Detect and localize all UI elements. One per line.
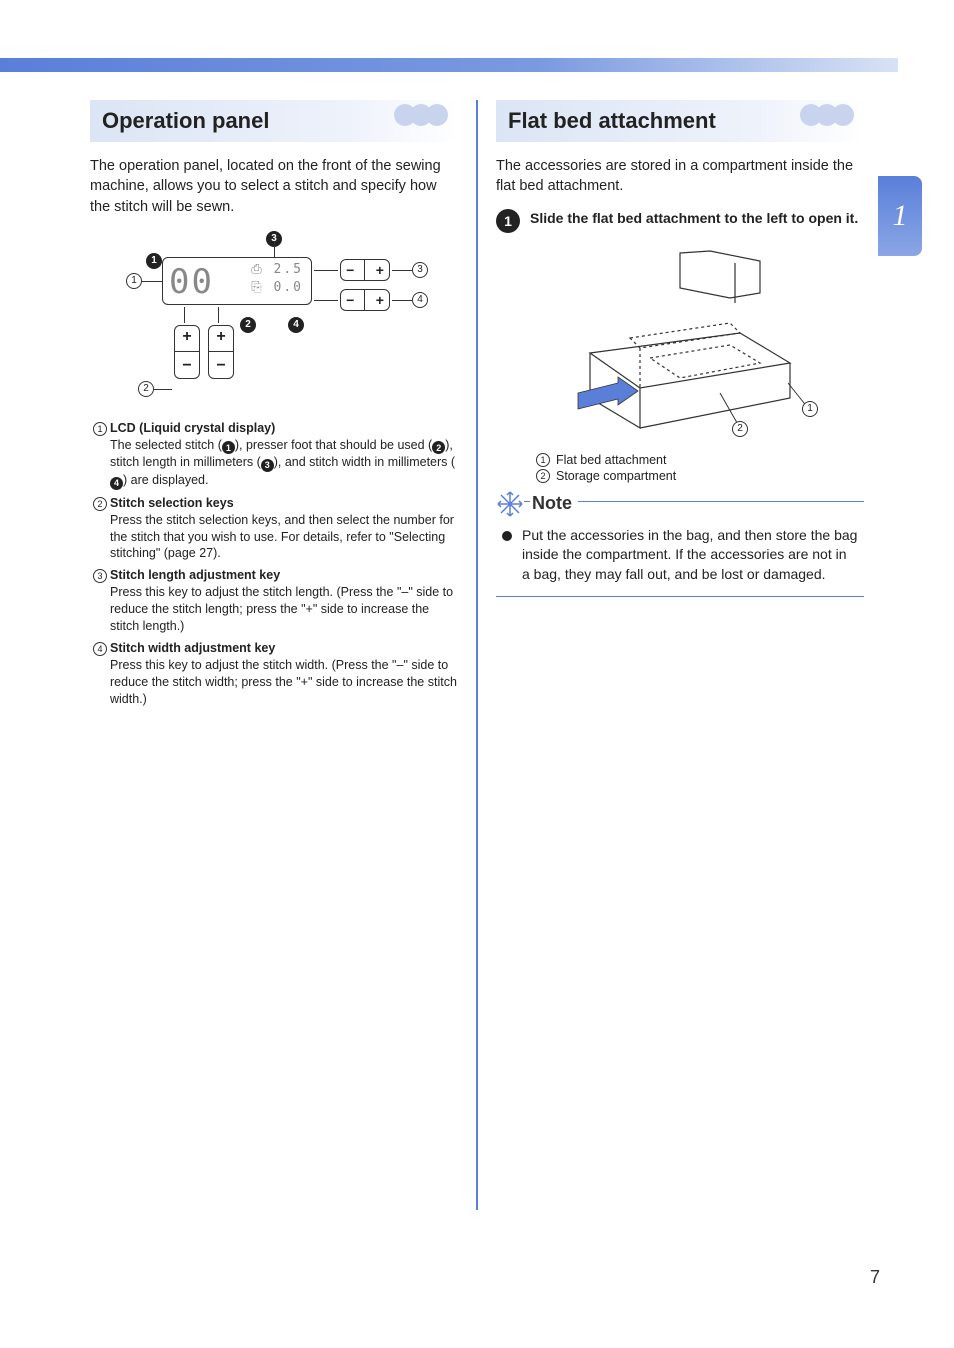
marker-filled-2: 2 [240, 317, 256, 333]
content-columns: Operation panel The operation panel, loc… [78, 100, 876, 1210]
legend-3-desc: Press this key to adjust the stitch leng… [110, 584, 458, 635]
note-snowflake-icon [496, 490, 524, 518]
chapter-tab: 1 [878, 176, 922, 256]
legend-item-1: 1 LCD (Liquid crystal display) The selec… [90, 421, 458, 490]
flatbed-legend-2: 2 Storage compartment [536, 469, 864, 483]
page-number: 7 [870, 1267, 880, 1288]
flatbed-diagram: 1 2 [530, 243, 830, 443]
operation-panel-diagram: 00 ⎙ 2.5 ⎘ 0.0 +− +− −+ −+ [114, 229, 434, 409]
note-box: Note Put the accessories in the bag, and… [496, 501, 864, 598]
note-text: Put the accessories in the bag, and then… [522, 526, 858, 585]
legend-2-desc: Press the stitch selection keys, and the… [110, 512, 458, 563]
header-ornament-icon [806, 104, 854, 126]
left-column: Operation panel The operation panel, loc… [78, 100, 470, 1210]
lcd-width-value: ⎘ 0.0 [251, 280, 303, 295]
marker-hollow-1: 1 [126, 273, 142, 289]
flatbed-legend-1: 1 Flat bed attachment [536, 453, 864, 467]
stitch-select-key-right: +− [208, 325, 234, 379]
legend-3-title: Stitch length adjustment key [110, 568, 458, 582]
marker-hollow-4: 4 [412, 292, 428, 308]
stitch-width-key: −+ [340, 289, 390, 311]
flatbed-intro: The accessories are stored in a compartm… [496, 156, 864, 197]
marker-hollow-2: 2 [138, 381, 154, 397]
lcd-rect: 00 ⎙ 2.5 ⎘ 0.0 [162, 257, 312, 305]
flatbed-label-2: 2 [732, 421, 748, 437]
operation-panel-legend: 1 LCD (Liquid crystal display) The selec… [90, 421, 458, 708]
header-ornament-icon [400, 104, 448, 126]
legend-1-desc: The selected stitch (1), presser foot th… [110, 437, 458, 490]
top-accent-bar [0, 58, 898, 72]
stitch-select-key-left: +− [174, 325, 200, 379]
note-title: Note [530, 493, 578, 514]
step-1-text: Slide the flat bed attachment to the lef… [530, 209, 858, 233]
flatbed-label-1: 1 [802, 401, 818, 417]
legend-4-title: Stitch width adjustment key [110, 641, 458, 655]
operation-panel-intro: The operation panel, located on the fron… [90, 156, 458, 217]
legend-item-2: 2 Stitch selection keys Press the stitch… [90, 496, 458, 563]
legend-1-title: LCD (Liquid crystal display) [110, 421, 458, 435]
chapter-number: 1 [893, 199, 908, 233]
step-1: 1 Slide the flat bed attachment to the l… [496, 209, 864, 233]
flatbed-legend: 1 Flat bed attachment 2 Storage compartm… [536, 453, 864, 483]
operation-panel-header: Operation panel [90, 100, 458, 142]
legend-item-3: 3 Stitch length adjustment key Press thi… [90, 568, 458, 635]
flatbed-header: Flat bed attachment [496, 100, 864, 142]
marker-filled-4: 4 [288, 317, 304, 333]
note-bullet-icon [502, 531, 512, 541]
right-column: Flat bed attachment The accessories are … [484, 100, 876, 1210]
stitch-length-key: −+ [340, 259, 390, 281]
legend-2-title: Stitch selection keys [110, 496, 458, 510]
marker-filled-1: 1 [146, 253, 162, 269]
lcd-big-digits: 00 [169, 262, 214, 302]
legend-4-desc: Press this key to adjust the stitch widt… [110, 657, 458, 708]
legend-item-4: 4 Stitch width adjustment key Press this… [90, 641, 458, 708]
column-divider [476, 100, 478, 1210]
marker-hollow-3: 3 [412, 262, 428, 278]
lcd-length-value: ⎙ 2.5 [251, 262, 303, 277]
step-1-number: 1 [496, 209, 520, 233]
